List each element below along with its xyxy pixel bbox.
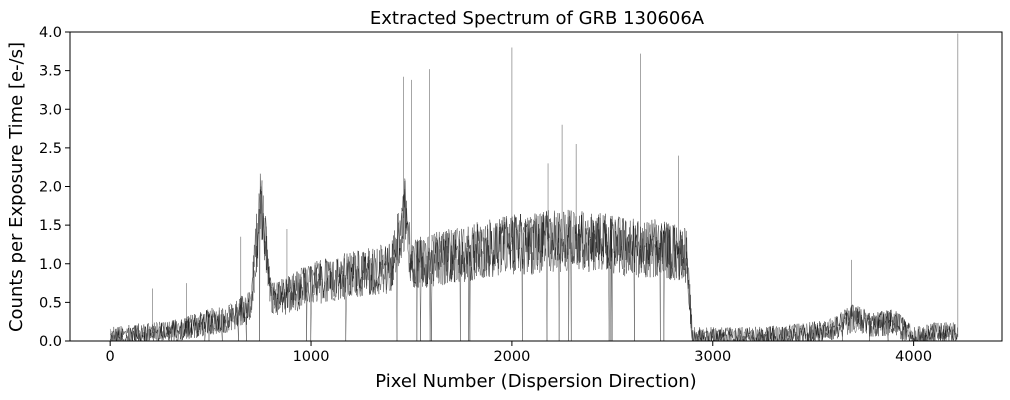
x-tick-label: 3000 bbox=[694, 349, 731, 365]
spectrum-line bbox=[109, 178, 958, 342]
x-axis-ticks: 0 1000 2000 3000 4000 bbox=[106, 341, 932, 365]
x-axis-label: Pixel Number (Dispersion Direction) bbox=[375, 371, 696, 392]
y-tick-label: 4.0 bbox=[39, 25, 62, 41]
y-axis-ticks: 0.0 0.5 1.0 1.5 2.0 2.5 3.0 3.5 4.0 bbox=[39, 25, 70, 350]
spectrum-line bbox=[109, 189, 958, 342]
y-tick-label: 2.0 bbox=[39, 180, 62, 196]
chart-title: Extracted Spectrum of GRB 130606A bbox=[370, 8, 705, 29]
y-axis-label: Counts per Exposure Time [e-/s] bbox=[6, 42, 27, 332]
y-tick-label: 0.0 bbox=[39, 334, 62, 350]
plot-area bbox=[69, 31, 1003, 342]
x-tick-label: 0 bbox=[106, 349, 115, 365]
axes-frame bbox=[69, 31, 1003, 342]
y-tick-label: 2.5 bbox=[39, 141, 62, 157]
x-tick-label: 2000 bbox=[493, 349, 530, 365]
x-tick-label: 1000 bbox=[293, 349, 330, 365]
y-tick-label: 1.5 bbox=[39, 218, 62, 234]
x-tick-label: 4000 bbox=[895, 349, 932, 365]
y-tick-label: 0.5 bbox=[39, 295, 62, 311]
y-tick-label: 3.0 bbox=[39, 102, 62, 118]
spectrum-series bbox=[109, 33, 959, 342]
y-tick-label: 1.0 bbox=[39, 257, 62, 273]
y-tick-label: 3.5 bbox=[39, 64, 62, 80]
